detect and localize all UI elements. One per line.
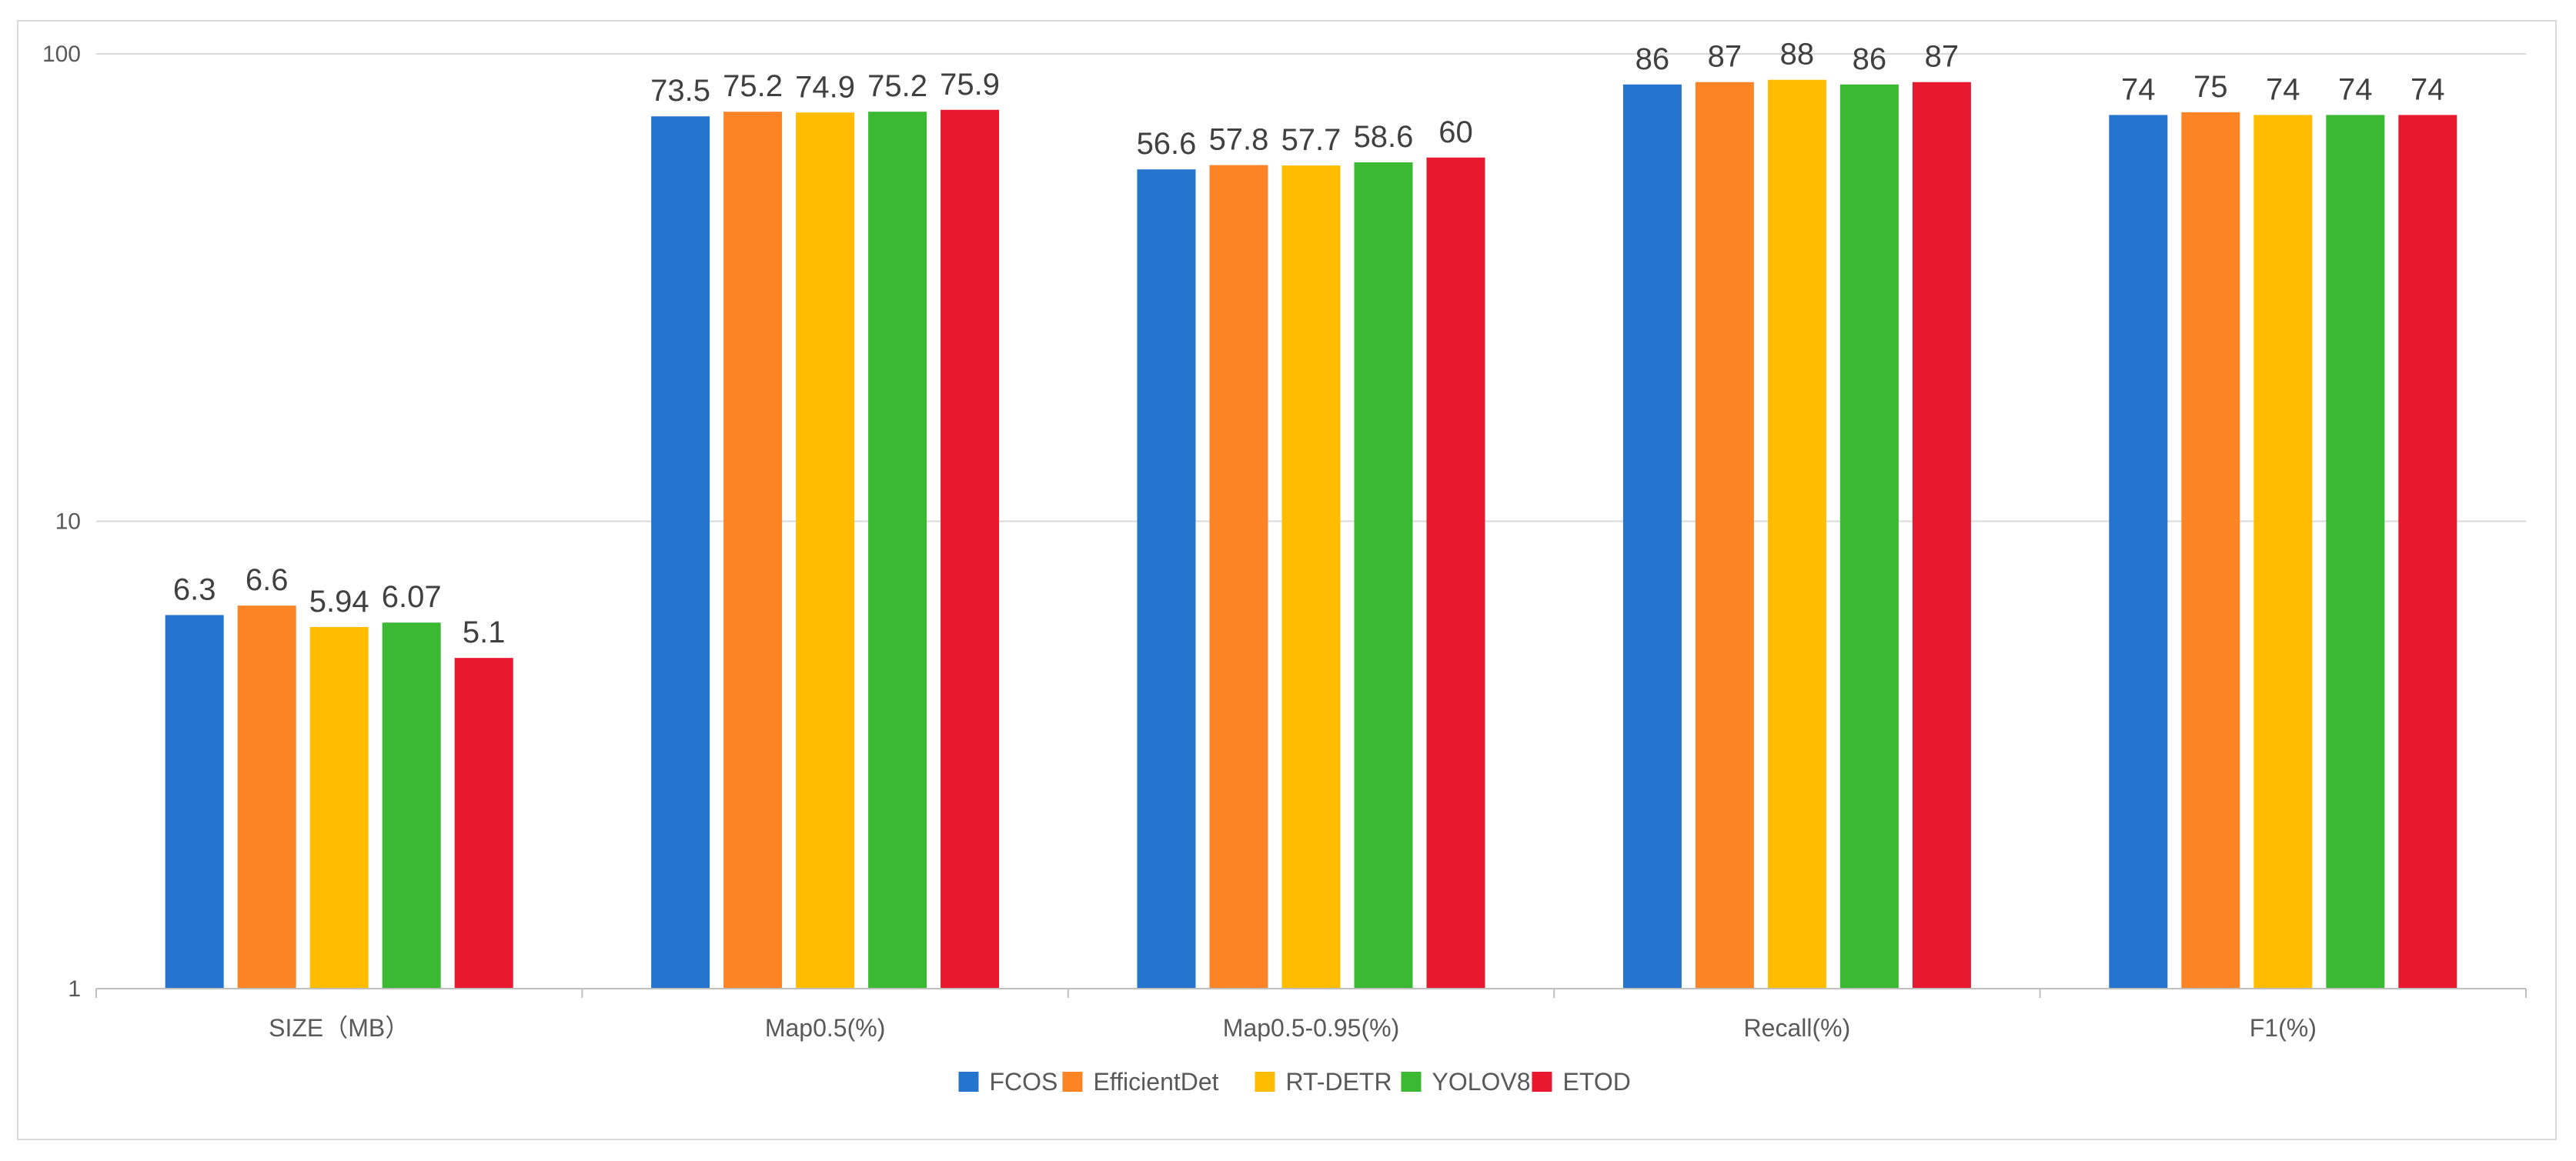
data-label: 86 <box>1853 42 1887 76</box>
bar <box>2326 115 2385 989</box>
legend-label: ETOD <box>1563 1068 1631 1096</box>
data-label: 6.07 <box>382 580 442 614</box>
bar <box>454 658 513 989</box>
legend-label: FCOS <box>990 1068 1058 1096</box>
x-tick-label: Map0.5-0.95(%) <box>1223 1014 1399 1042</box>
bar <box>2109 115 2168 989</box>
data-label: 74 <box>2411 72 2445 106</box>
data-label: 75.9 <box>940 68 1000 102</box>
data-label: 74 <box>2338 72 2373 106</box>
bar <box>382 622 441 989</box>
y-tick-label: 10 <box>55 509 81 535</box>
bar <box>2181 112 2240 989</box>
x-tick-label: SIZE（MB） <box>269 1014 409 1042</box>
bar <box>1354 162 1413 989</box>
data-label: 75.2 <box>867 69 927 103</box>
bars <box>165 79 2457 989</box>
bar <box>1839 84 1899 989</box>
data-label: 87 <box>1708 40 1742 74</box>
bar <box>1281 165 1341 989</box>
legend: FCOS EfficientDet RT-DETR YOLOV8 ETOD <box>958 1068 1631 1096</box>
bar <box>1912 82 1971 989</box>
data-label: 74 <box>2121 72 2156 106</box>
bar <box>796 112 855 989</box>
data-label: 5.1 <box>463 616 506 649</box>
data-label: 75 <box>2193 70 2228 104</box>
data-label: 57.7 <box>1281 123 1341 157</box>
data-label: 5.94 <box>309 585 369 619</box>
bar <box>868 112 927 989</box>
legend-label: RT-DETR <box>1286 1068 1392 1096</box>
data-label: 57.8 <box>1209 123 1269 157</box>
data-label: 74.9 <box>795 70 855 104</box>
bar <box>651 116 710 989</box>
y-axis: 1 10 100 <box>42 42 81 1002</box>
bar <box>1137 169 1196 989</box>
legend-swatch <box>1532 1072 1552 1092</box>
x-axis: SIZE（MB） Map0.5(%) Map0.5-0.95(%) Recall(%)… <box>95 988 2527 1042</box>
data-label: 87 <box>1925 40 1960 74</box>
data-label: 6.3 <box>173 572 216 606</box>
legend-swatch <box>1401 1072 1422 1092</box>
bar <box>309 626 369 989</box>
data-label: 58.6 <box>1354 120 1414 154</box>
y-tick-label: 1 <box>68 976 81 1002</box>
bar <box>237 606 296 989</box>
data-label: 74 <box>2266 72 2300 106</box>
bar <box>1622 84 1682 989</box>
data-label: 56.6 <box>1137 127 1197 161</box>
bar <box>1767 79 1826 989</box>
legend-label: YOLOV8 <box>1432 1068 1531 1096</box>
data-label: 88 <box>1780 38 1815 72</box>
legend-swatch <box>1062 1072 1083 1092</box>
bar <box>1695 82 1754 989</box>
x-tick-label: F1(%) <box>2250 1014 2317 1042</box>
legend-label: EfficientDet <box>1094 1068 1219 1096</box>
x-tick-label: Map0.5(%) <box>765 1014 886 1042</box>
bar <box>1426 157 1485 989</box>
data-labels: 6.3 6.6 5.94 6.07 5.1 73.5 75.2 74.9 75.2 75.9 56.… <box>173 38 2445 649</box>
legend-swatch <box>958 1072 979 1092</box>
bar <box>165 615 224 989</box>
bar <box>2398 115 2457 989</box>
data-label: 73.5 <box>650 74 710 108</box>
x-tick-label: Recall(%) <box>1744 1014 1851 1042</box>
data-label: 6.6 <box>246 563 289 597</box>
bar <box>723 112 783 989</box>
bar <box>2254 115 2313 989</box>
bar <box>941 109 1000 989</box>
data-label: 75.2 <box>723 69 783 103</box>
data-label: 60 <box>1438 115 1473 149</box>
data-label: 86 <box>1635 42 1670 76</box>
bar <box>1209 165 1268 989</box>
legend-swatch <box>1255 1072 1275 1092</box>
y-tick-label: 100 <box>42 42 81 67</box>
